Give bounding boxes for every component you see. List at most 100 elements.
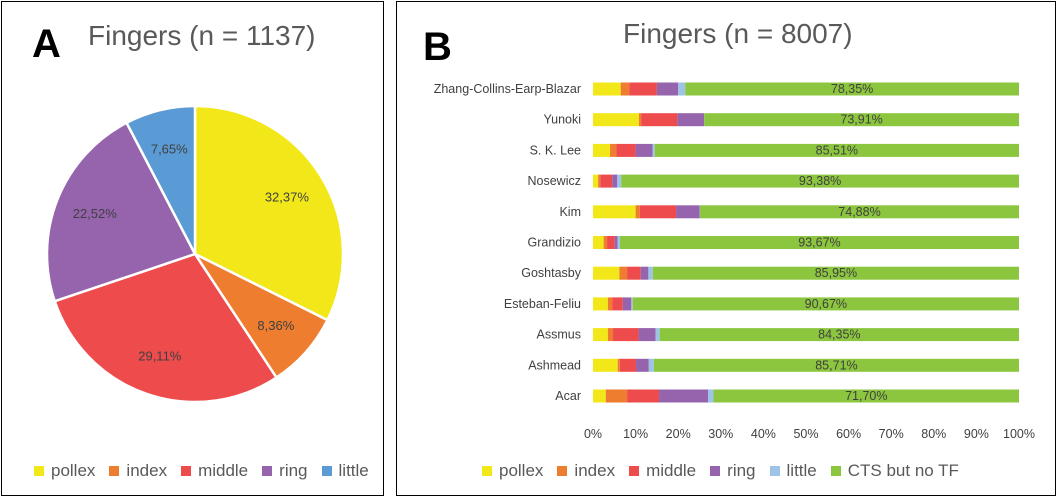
legend-label: middle (646, 461, 697, 480)
legend-swatch (557, 466, 568, 476)
bar-segment-index (620, 82, 630, 96)
legend-swatch (629, 466, 640, 476)
bar-segment-index (603, 236, 608, 249)
panel-b: B Fingers (n = 8007) Zhang-Collins-Earp-… (396, 1, 1056, 496)
bar-segment-middle (627, 389, 660, 403)
legend-swatch (482, 466, 492, 476)
category-label: Nosewicz (528, 174, 582, 188)
bar-segment-middle (619, 358, 637, 372)
bar-segment-cts-but-no-tf (619, 236, 1019, 249)
legend-item-cts-but-no-tf: CTS but no TF (830, 461, 959, 481)
legend-label: middle (198, 461, 249, 480)
pie-slice-pollex (193, 104, 345, 322)
category-label: Ashmead (528, 358, 581, 372)
bar-segment-little (708, 389, 714, 403)
bar-segment-cts-but-no-tf (659, 328, 1019, 342)
category-label: Esteban-Feliu (504, 297, 581, 311)
pie-data-label-ring: 22,52% (73, 206, 118, 221)
bar-segment-pollex (593, 297, 608, 311)
bar-segment-little (699, 205, 701, 219)
bar-segment-middle (612, 297, 623, 311)
bar-segment-middle (613, 328, 639, 342)
panel-a-title: Fingers (n = 1137) (88, 20, 316, 51)
pie-legend: pollex index middle ring little (34, 461, 383, 481)
bar-segment-pollex (593, 389, 606, 403)
bar-segment-index (607, 328, 614, 342)
bar-segment-ring (677, 113, 705, 127)
category-label: Kim (559, 205, 581, 219)
legend-label: index (126, 461, 168, 480)
x-tick-label: 70% (879, 427, 904, 441)
bar-segment-cts-but-no-tf (653, 358, 1019, 372)
bar-segment-pollex (593, 236, 604, 249)
legend-label: little (338, 461, 369, 480)
pie-data-label-little: 7,65% (151, 142, 188, 157)
pie-slice-middle (53, 252, 279, 404)
legend-swatch (321, 466, 332, 476)
bar-data-label: 85,51% (816, 143, 858, 157)
legend-item-index: index (109, 461, 167, 481)
bar-data-label: 90,67% (805, 297, 847, 311)
legend-swatch (109, 466, 120, 476)
legend-item-little: little (769, 461, 817, 481)
bar-segment-middle (627, 266, 641, 280)
legend-item-pollex: pollex (482, 461, 543, 481)
bar-segment-index (635, 205, 640, 219)
bar-segment-cts-but-no-tf (704, 113, 1020, 127)
bar-data-label: 85,95% (815, 266, 857, 280)
bar-segment-ring (640, 266, 649, 280)
bar-segment-little (617, 236, 620, 249)
legend-item-index: index (557, 461, 615, 481)
bar-segment-cts-but-no-tf (713, 389, 1019, 403)
legend-label: ring (727, 461, 756, 480)
legend-label: pollex (499, 461, 544, 480)
panel-letter-a: A (32, 22, 61, 66)
x-tick-label: 60% (836, 427, 861, 441)
legend-item-middle: middle (181, 461, 248, 481)
x-tick-label: 0% (584, 427, 602, 441)
legend-item-pollex: pollex (34, 461, 95, 481)
legend-swatch (769, 466, 780, 476)
category-label: Zhang-Collins-Earp-Blazar (434, 82, 581, 96)
legend-swatch (710, 466, 721, 476)
bar-segment-ring (635, 143, 653, 157)
bar-data-label: 71,70% (845, 389, 887, 403)
bar-segment-cts-but-no-tf (685, 82, 1019, 96)
bar-segment-cts-but-no-tf (652, 266, 1019, 280)
legend-swatch (181, 466, 192, 476)
pie-chart: 32,37% 8,36% 29,11% 22,52% 7,65% (45, 104, 345, 404)
bar-segment-cts-but-no-tf (700, 205, 1019, 219)
bar-segment-pollex (593, 358, 618, 372)
bar-data-label: 93,38% (799, 174, 841, 188)
category-label: Grandizio (528, 236, 582, 250)
legend-label: index (574, 461, 616, 480)
pie-slice-little (124, 104, 197, 255)
bar-segment-index (607, 297, 613, 311)
bar-data-label: 74,88% (838, 205, 880, 219)
bar-segment-middle (639, 205, 677, 219)
x-tick-label: 10% (623, 427, 648, 441)
bar-segment-pollex (593, 113, 640, 127)
legend-swatch (830, 466, 841, 476)
bar-segment-ring (614, 236, 618, 249)
bar-segment-cts-but-no-tf (654, 143, 1019, 157)
bar-segment-ring (636, 358, 649, 372)
bar-segment-middle (629, 82, 657, 96)
bar-segment-ring (659, 389, 709, 403)
bar-segment-little (648, 358, 654, 372)
bar-segment-middle (641, 113, 678, 127)
bar-segment-ring (638, 328, 656, 342)
category-label: Yunoki (543, 113, 581, 127)
x-tick-label: 90% (964, 427, 989, 441)
bar-segment-index (605, 389, 628, 403)
category-label: Assmus (537, 328, 581, 342)
bar-segment-pollex (593, 205, 636, 219)
bar-segment-middle (607, 236, 615, 249)
bar-segment-cts-but-no-tf (632, 297, 1019, 311)
bar-segment-pollex (593, 328, 608, 342)
x-tick-label: 20% (666, 427, 691, 441)
bar-segment-pollex (593, 82, 621, 96)
legend-item-ring: ring (262, 461, 308, 481)
bar-segment-ring (612, 174, 618, 188)
pie-data-label-index: 8,36% (257, 318, 294, 333)
